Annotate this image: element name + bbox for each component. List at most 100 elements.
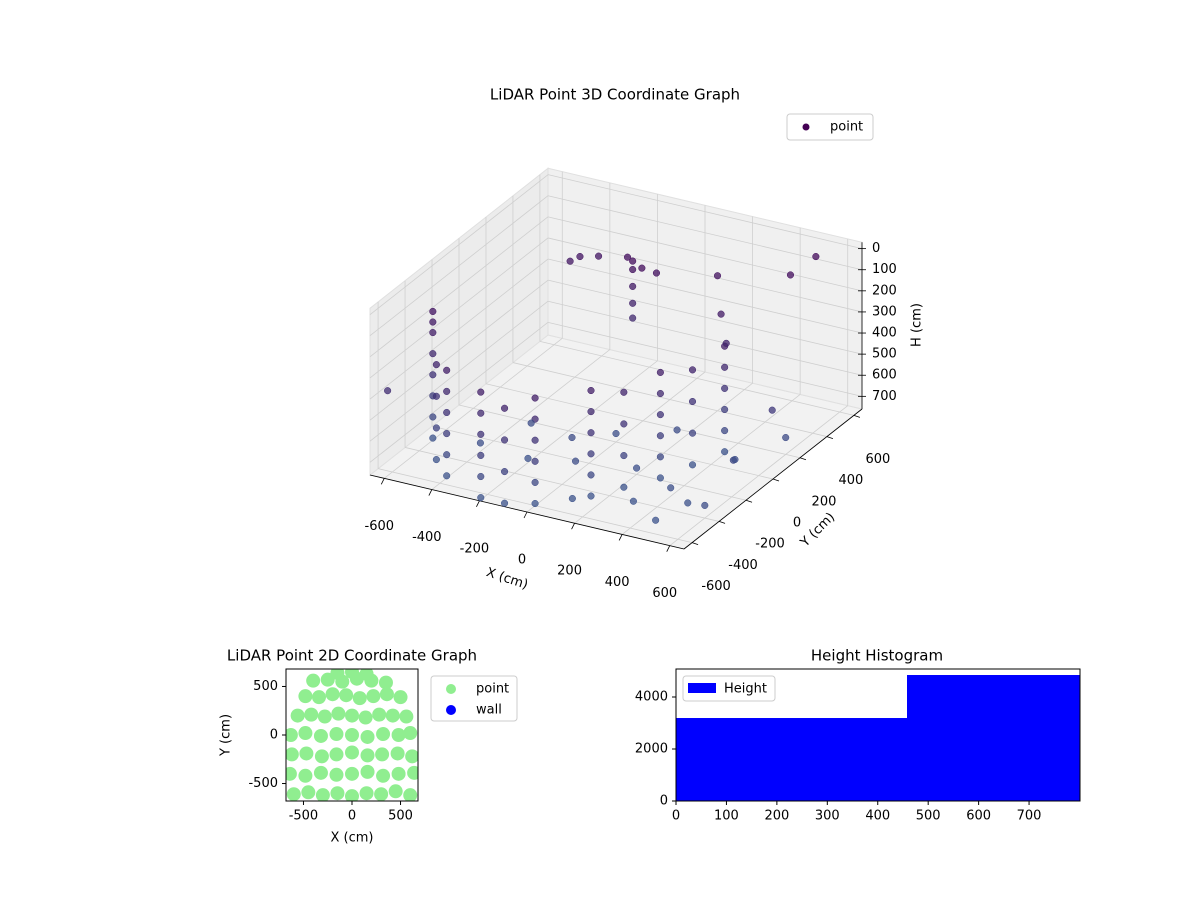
point — [629, 299, 637, 307]
point — [298, 768, 313, 783]
chart-title: LiDAR Point 3D Coordinate Graph — [490, 86, 740, 104]
point — [429, 307, 437, 316]
point — [391, 728, 406, 742]
x-tick-label: 300 — [815, 809, 840, 824]
y-tick — [853, 414, 861, 418]
x-tick — [666, 545, 671, 552]
point — [620, 388, 628, 396]
y-tick — [799, 457, 807, 461]
x-tick-label: 0 — [348, 809, 356, 824]
x-tick-label: 400 — [865, 809, 890, 824]
point — [629, 282, 637, 290]
point — [378, 675, 393, 690]
point — [317, 709, 332, 724]
point — [372, 707, 387, 722]
y-tick-label: 2000 — [635, 742, 668, 757]
point — [375, 747, 390, 762]
point — [352, 691, 367, 706]
legend-box — [786, 113, 874, 141]
y-tick-label: -400 — [728, 558, 758, 573]
z-tick-label: 400 — [872, 326, 897, 341]
x-tick-label: 0 — [672, 809, 680, 824]
grid-line — [369, 258, 549, 400]
point — [432, 424, 440, 432]
y-tick-label: 200 — [812, 494, 837, 509]
point — [638, 264, 646, 272]
x-axis-line — [369, 474, 685, 550]
x-tick-label: 100 — [714, 809, 739, 824]
legend-box — [682, 675, 776, 702]
point — [656, 368, 664, 376]
point — [477, 472, 485, 481]
legend-label: point — [476, 682, 509, 697]
x-tick-label: -500 — [289, 809, 319, 824]
x-tick — [523, 511, 528, 519]
point — [721, 384, 729, 392]
point — [286, 747, 299, 762]
point — [531, 457, 539, 465]
point — [477, 494, 485, 502]
z-tick-label: 0 — [872, 241, 880, 256]
point — [313, 728, 328, 743]
point — [713, 272, 722, 280]
point — [359, 669, 374, 681]
grid-line — [547, 300, 863, 376]
point — [587, 492, 595, 500]
point — [721, 363, 729, 371]
point — [531, 499, 539, 508]
x-tick — [380, 478, 385, 485]
legend-label: point — [830, 120, 863, 135]
point — [403, 788, 418, 801]
point — [429, 350, 437, 358]
point — [403, 726, 418, 741]
point — [405, 749, 418, 764]
point — [366, 689, 381, 704]
y-tick-label: -500 — [248, 776, 278, 791]
point — [571, 457, 580, 465]
y-tick-label: -200 — [755, 537, 785, 552]
point — [376, 768, 391, 783]
y-tick — [691, 542, 699, 546]
point — [701, 501, 709, 509]
point — [656, 474, 664, 482]
grid-line — [485, 383, 801, 459]
z-tick-label: 200 — [872, 283, 897, 298]
point — [443, 430, 451, 438]
y-tick — [745, 499, 753, 503]
point — [374, 787, 389, 801]
x-tick-label: -200 — [460, 541, 490, 556]
z-tick-label: 600 — [872, 368, 897, 383]
point — [568, 433, 576, 442]
point — [652, 269, 661, 277]
point — [443, 408, 451, 417]
grid-line — [512, 362, 828, 437]
point — [568, 494, 576, 503]
point — [501, 404, 509, 412]
point — [531, 478, 539, 486]
point — [339, 688, 354, 703]
point — [443, 451, 451, 459]
point — [656, 411, 664, 419]
point — [429, 413, 437, 421]
point — [524, 454, 532, 462]
point — [393, 690, 408, 705]
point — [379, 687, 394, 702]
y-tick — [826, 436, 834, 439]
chart-title: Height Histogram — [811, 647, 943, 665]
point — [667, 484, 675, 492]
point — [329, 727, 344, 742]
point — [477, 451, 485, 459]
x-tick-label: 600 — [652, 586, 677, 601]
grid-line — [369, 300, 549, 442]
x-tick — [476, 500, 480, 507]
point — [315, 788, 330, 801]
grid-line — [431, 425, 747, 501]
x-tick-label: 200 — [764, 809, 789, 824]
x-tick — [571, 523, 575, 530]
grid-line — [547, 258, 863, 334]
point — [477, 430, 485, 438]
x-tick-label: 500 — [916, 809, 941, 824]
x-tick-label: 200 — [557, 564, 582, 579]
point — [432, 456, 440, 464]
